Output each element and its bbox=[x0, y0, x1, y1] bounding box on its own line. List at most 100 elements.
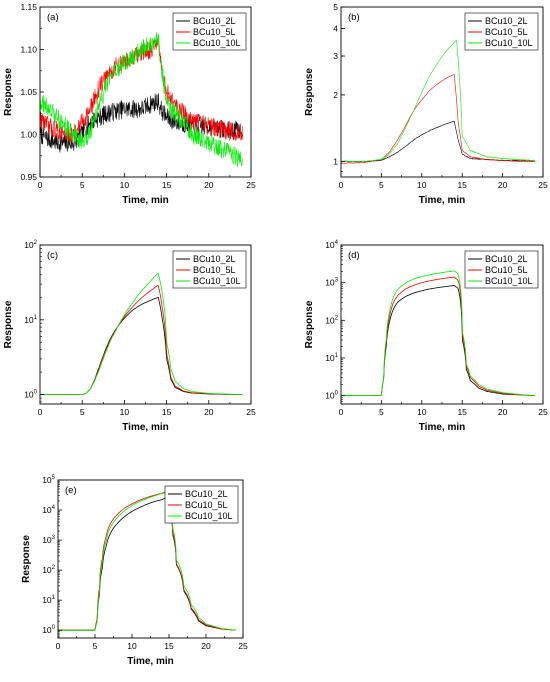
y-tick-label: 4 bbox=[333, 23, 338, 33]
legend-label: BCu10_5L bbox=[485, 27, 528, 37]
y-tick-exponent: 2 bbox=[34, 240, 38, 246]
x-tick-label: 0 bbox=[38, 407, 43, 417]
x-tick-label: 15 bbox=[457, 407, 467, 417]
x-axis-label: Time, min bbox=[122, 195, 169, 206]
y-tick-label: 5 bbox=[333, 2, 338, 12]
x-tick-label: 0 bbox=[339, 407, 344, 417]
legend-label: BCu10_2L bbox=[485, 254, 528, 264]
y-tick-label: 1.15 bbox=[20, 2, 37, 12]
x-tick-label: 25 bbox=[246, 407, 256, 417]
y-tick-exponent: 1 bbox=[335, 353, 339, 359]
x-tick-label: 10 bbox=[127, 641, 137, 651]
legend-label: BCu10_5L bbox=[193, 27, 236, 37]
x-tick-label: 15 bbox=[162, 180, 172, 190]
series-group bbox=[341, 270, 535, 397]
y-tick-label: 100 bbox=[325, 391, 338, 401]
y-tick-base: 10 bbox=[24, 240, 34, 250]
x-tick-label: 5 bbox=[93, 641, 98, 651]
y-tick-exponent: 0 bbox=[335, 391, 339, 397]
x-tick-label: 10 bbox=[417, 407, 427, 417]
y-tick-label: 100 bbox=[24, 390, 37, 400]
x-tick-label: 25 bbox=[538, 407, 548, 417]
x-tick-label: 15 bbox=[457, 180, 467, 190]
y-tick-base: 10 bbox=[325, 278, 335, 288]
legend-label: BCu10_5L bbox=[485, 265, 528, 275]
y-tick-label: 101 bbox=[325, 353, 338, 363]
x-tick-label: 0 bbox=[339, 180, 344, 190]
y-tick-base: 10 bbox=[325, 240, 335, 250]
y-tick-label: 105 bbox=[42, 475, 55, 485]
series-line-bcu10-10l bbox=[341, 39, 535, 163]
x-tick-label: 20 bbox=[498, 180, 508, 190]
y-tick-label: 1.05 bbox=[20, 87, 37, 97]
series-line-bcu10-2l bbox=[40, 92, 243, 153]
series-line-bcu10-2l bbox=[341, 120, 535, 163]
legend-label: BCu10_10L bbox=[485, 38, 533, 48]
series-line-bcu10-5l bbox=[341, 74, 536, 164]
series-line-bcu10-2l bbox=[341, 285, 535, 397]
legend-label: BCu10_2L bbox=[485, 16, 528, 26]
x-tick-label: 20 bbox=[498, 407, 508, 417]
series-group bbox=[58, 491, 236, 631]
y-tick-base: 10 bbox=[42, 505, 52, 515]
y-axis-label: Response bbox=[304, 300, 315, 348]
y-tick-exponent: 0 bbox=[52, 625, 56, 631]
y-axis-label: Response bbox=[304, 68, 315, 116]
y-tick-label: 100 bbox=[42, 625, 55, 635]
x-tick-label: 25 bbox=[538, 180, 548, 190]
chart-panel-1: 0 5 10 15 20 25 0.95 1.00 1.05 1.10 1.15 Time, min R… bbox=[3, 2, 256, 206]
legend-label: BCu10_10L bbox=[485, 276, 533, 286]
x-axis-label: Time, min bbox=[127, 656, 174, 667]
series-group bbox=[40, 272, 243, 396]
x-tick-label: 5 bbox=[379, 180, 384, 190]
series-line-bcu10-5l bbox=[40, 284, 243, 396]
x-tick-label: 25 bbox=[246, 180, 256, 190]
y-tick-label: 103 bbox=[42, 535, 55, 545]
panel-tag: (e) bbox=[65, 485, 77, 496]
y-tick-exponent: 0 bbox=[34, 390, 38, 396]
y-tick-base: 10 bbox=[42, 595, 52, 605]
y-tick-label: 101 bbox=[24, 315, 37, 325]
series-line-bcu10-5l bbox=[341, 276, 535, 397]
y-tick-label: 1.00 bbox=[20, 130, 37, 140]
legend-label: BCu10_10L bbox=[185, 511, 233, 521]
y-tick-exponent: 1 bbox=[52, 595, 56, 601]
y-tick-base: 10 bbox=[24, 315, 34, 325]
legend-label: BCu10_2L bbox=[193, 16, 236, 26]
x-tick-label: 5 bbox=[80, 180, 85, 190]
x-tick-label: 10 bbox=[120, 180, 130, 190]
y-tick-label: 1.10 bbox=[20, 45, 37, 55]
y-tick-label: 104 bbox=[325, 240, 338, 250]
y-tick-label: 3 bbox=[333, 51, 338, 61]
legend-label: BCu10_5L bbox=[185, 500, 228, 510]
x-tick-label: 5 bbox=[379, 407, 384, 417]
legend-label: BCu10_5L bbox=[193, 265, 236, 275]
x-tick-label: 15 bbox=[162, 407, 172, 417]
series-group bbox=[40, 32, 243, 167]
x-tick-label: 10 bbox=[417, 180, 427, 190]
y-tick-base: 10 bbox=[325, 391, 335, 401]
y-tick-exponent: 3 bbox=[335, 278, 339, 284]
y-tick-base: 10 bbox=[42, 535, 52, 545]
y-axis-label: Response bbox=[3, 300, 14, 348]
x-tick-label: 20 bbox=[204, 180, 214, 190]
y-tick-base: 10 bbox=[325, 315, 335, 325]
y-tick-label: 101 bbox=[42, 595, 55, 605]
x-tick-label: 0 bbox=[56, 641, 61, 651]
panel-tag: (a) bbox=[47, 12, 59, 23]
legend-label: BCu10_2L bbox=[193, 254, 236, 264]
y-tick-base: 10 bbox=[24, 390, 34, 400]
y-tick-label: 102 bbox=[24, 240, 37, 250]
legend-label: BCu10_2L bbox=[185, 489, 228, 499]
y-tick-base: 10 bbox=[42, 565, 52, 575]
series-line-bcu10-2l bbox=[40, 296, 243, 396]
series-group bbox=[341, 39, 536, 164]
